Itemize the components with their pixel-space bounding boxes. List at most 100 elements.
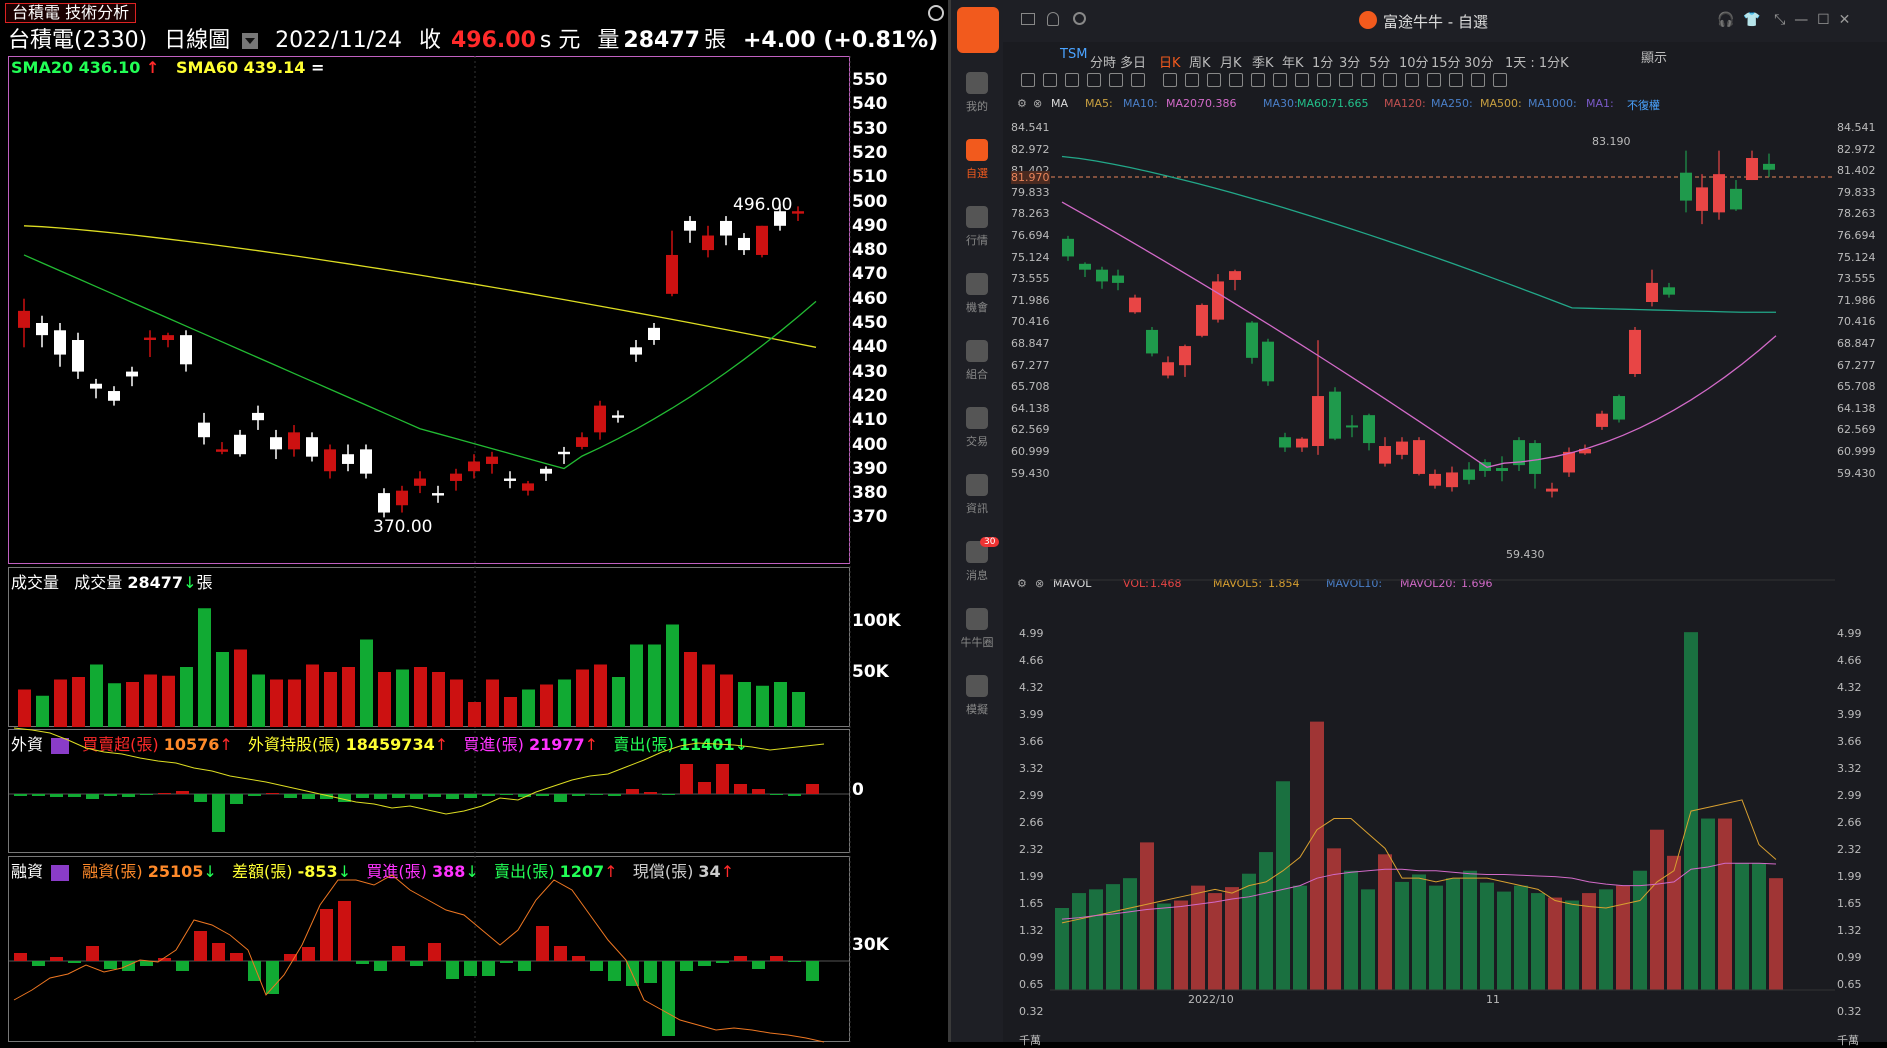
- volume-axis-tick: 1.65: [1019, 897, 1044, 910]
- drawing-tool-icon[interactable]: [1339, 73, 1353, 87]
- drawing-tool-icon[interactable]: [1449, 73, 1463, 87]
- simulate-icon: [966, 675, 988, 697]
- drawing-tool-icon[interactable]: [1361, 73, 1375, 87]
- bell-icon[interactable]: [1047, 12, 1059, 26]
- sidebar-item-portfolio[interactable]: 組合: [951, 340, 1003, 382]
- ma-indicator[interactable]: MA: [1051, 97, 1069, 110]
- display-menu[interactable]: 顯示: [1641, 51, 1668, 66]
- symbol-tab[interactable]: TSM: [1060, 47, 1088, 62]
- drawing-tool-icon[interactable]: [1493, 73, 1507, 87]
- drawing-tool-icon[interactable]: [1295, 73, 1309, 87]
- tab-10[interactable]: 10分: [1399, 56, 1429, 71]
- tab-3[interactable]: 周K: [1189, 56, 1211, 71]
- margin-bar: [572, 956, 585, 961]
- drawing-tool-icon[interactable]: [1065, 73, 1079, 87]
- candle-body: [1496, 468, 1508, 471]
- tab-2[interactable]: 日K: [1159, 56, 1181, 71]
- candle-body: [684, 220, 696, 231]
- drawing-tool-icon[interactable]: [1405, 73, 1419, 87]
- volume-axis-tick: 2.66: [1837, 816, 1862, 829]
- list-icon[interactable]: [51, 737, 70, 754]
- tab-5[interactable]: 季K: [1252, 56, 1274, 71]
- zoom-icon[interactable]: [928, 5, 944, 21]
- window-title-tag[interactable]: 台積電 技術分析: [5, 3, 137, 23]
- futu-bull-logo[interactable]: [957, 7, 999, 53]
- layout-icon[interactable]: [1021, 13, 1035, 25]
- drawing-tool-icon[interactable]: [1251, 73, 1265, 87]
- volume-bar: [1106, 884, 1120, 990]
- foreign-holding-line: [13, 727, 825, 815]
- drawing-tool-icon[interactable]: [1427, 73, 1441, 87]
- sidebar-item-opportunity[interactable]: 機會: [951, 273, 1003, 315]
- candle-body: [666, 254, 678, 294]
- volume-bar: [1208, 893, 1222, 990]
- volume-axis-tick: 2.99: [1837, 789, 1862, 802]
- list-icon[interactable]: [51, 864, 70, 881]
- close-icon[interactable]: ⊗: [1035, 577, 1045, 590]
- drawing-tool-icon[interactable]: [1109, 73, 1123, 87]
- volume-bar: [270, 679, 283, 727]
- sidebar-item-trade[interactable]: 交易: [951, 407, 1003, 449]
- tab-11[interactable]: 15分: [1431, 56, 1461, 71]
- price-axis-tick: 460: [852, 288, 888, 309]
- sidebar-item-user[interactable]: 我的: [951, 72, 1003, 114]
- drawing-tool-icon[interactable]: [1185, 73, 1199, 87]
- tab-6[interactable]: 年K: [1282, 56, 1304, 71]
- candle-body: [216, 449, 228, 452]
- close-icon[interactable]: ⊗: [1033, 97, 1043, 110]
- chart-type[interactable]: 日線圖: [164, 28, 231, 53]
- stock-name: 台積電(2330): [8, 28, 148, 53]
- tab-8[interactable]: 3分: [1339, 56, 1361, 71]
- candle-body: [612, 415, 624, 418]
- window-controls[interactable]: 🎧 👕 ⤡ — ☐ ✕: [1717, 12, 1851, 28]
- drawing-tool-icon[interactable]: [1273, 73, 1287, 87]
- drawing-tool-icon[interactable]: [1207, 73, 1221, 87]
- sidebar-item-market[interactable]: 行情: [951, 206, 1003, 248]
- drawing-tool-icon[interactable]: [1087, 73, 1101, 87]
- candle-body: [1079, 263, 1091, 270]
- volume-axis-tick: 0.32: [1019, 1005, 1044, 1018]
- search-icon[interactable]: [1073, 12, 1086, 25]
- tab-9[interactable]: 5分: [1369, 56, 1391, 71]
- sidebar-item-simulate[interactable]: 模擬: [951, 675, 1003, 717]
- chevron-down-icon[interactable]: [242, 33, 259, 49]
- tab-13[interactable]: 1天 : 1分K: [1505, 56, 1569, 71]
- volume-axis-tick: 0.99: [1837, 951, 1862, 964]
- candle-body: [1262, 341, 1274, 382]
- sidebar-item-message[interactable]: 消息 30: [951, 537, 1003, 583]
- drawing-tool-icon[interactable]: [1383, 73, 1397, 87]
- price-axis-tick: 530: [852, 118, 888, 139]
- sidebar-item-news[interactable]: 資訊: [951, 474, 1003, 516]
- sidebar-item-community[interactable]: 牛牛圈: [951, 608, 1003, 650]
- candle-body: [1730, 188, 1742, 210]
- restore-button[interactable]: 不復權: [1627, 99, 1660, 112]
- candle-body: [144, 337, 156, 341]
- tab-4[interactable]: 月K: [1220, 56, 1242, 71]
- drawing-tool-icon[interactable]: [1471, 73, 1485, 87]
- margin-bar: [662, 961, 675, 1036]
- window-divider[interactable]: [948, 0, 951, 1042]
- volume-bar: [1599, 889, 1613, 990]
- tab-7[interactable]: 1分: [1312, 56, 1334, 71]
- margin-bar: [140, 961, 153, 966]
- volume-bar: [1429, 885, 1443, 990]
- tab-12[interactable]: 30分: [1464, 56, 1494, 71]
- tab-0[interactable]: 分時: [1090, 56, 1117, 71]
- volume-bar: [1123, 878, 1137, 990]
- foreign-bar: [176, 791, 189, 794]
- drawing-tool-icon[interactable]: [1163, 73, 1177, 87]
- volume-bar: [1378, 854, 1392, 990]
- settings-icon[interactable]: ⚙: [1017, 97, 1027, 110]
- volume-bar: [1565, 900, 1579, 990]
- sidebar-item-watchlist[interactable]: 自選: [951, 139, 1003, 181]
- tab-1[interactable]: 多日: [1120, 56, 1147, 71]
- price-axis-tick: 65.708: [1011, 380, 1050, 394]
- drawing-tool-icon[interactable]: [1043, 73, 1057, 87]
- drawing-tool-icon[interactable]: [1229, 73, 1243, 87]
- drawing-tool-icon[interactable]: [1317, 73, 1331, 87]
- margin-bar: [644, 961, 657, 983]
- volume-bar: [1463, 870, 1477, 990]
- settings-icon[interactable]: ⚙: [1017, 577, 1027, 590]
- drawing-tool-icon[interactable]: [1131, 73, 1145, 87]
- drawing-tool-icon[interactable]: [1021, 73, 1035, 87]
